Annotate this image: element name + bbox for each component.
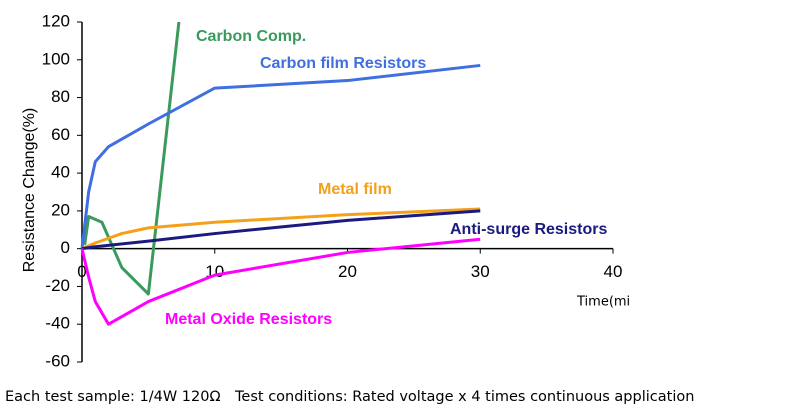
y-tick-label: 20 [51, 200, 70, 219]
series-line [80, 237, 481, 326]
series-line [81, 209, 481, 251]
y-tick-label: 120 [42, 11, 70, 30]
y-tick-label: 60 [51, 125, 70, 144]
footnote: Each test sample: 1/4W 120Ω Test conditi… [5, 389, 694, 405]
x-tick-label: 20 [338, 262, 357, 281]
y-tick-label: -60 [45, 351, 70, 370]
y-tick-label: 40 [51, 163, 70, 182]
y-tick-label: 100 [42, 49, 70, 68]
y-tick-label: 0 [61, 238, 70, 257]
series-label: Metal film [318, 181, 392, 198]
y-tick-label: 80 [51, 87, 70, 106]
x-tick-label: 40 [604, 262, 623, 281]
series-label: Metal Oxide Resistors [165, 311, 332, 328]
y-axis-label: Resistance Change(%) [21, 108, 38, 273]
x-tick-label: 0 [77, 262, 86, 281]
y-tick-label: -40 [45, 314, 70, 333]
x-axis-label: Time(mi [576, 295, 630, 310]
series-line [80, 63, 481, 249]
series-label: Anti-surge Resistors [450, 221, 607, 238]
series-label: Carbon film Resistors [260, 55, 426, 72]
y-tick-label: -20 [45, 276, 70, 295]
series-line [81, 207, 481, 251]
series-label: Carbon Comp. [196, 28, 306, 45]
x-tick-label: 30 [471, 262, 490, 281]
